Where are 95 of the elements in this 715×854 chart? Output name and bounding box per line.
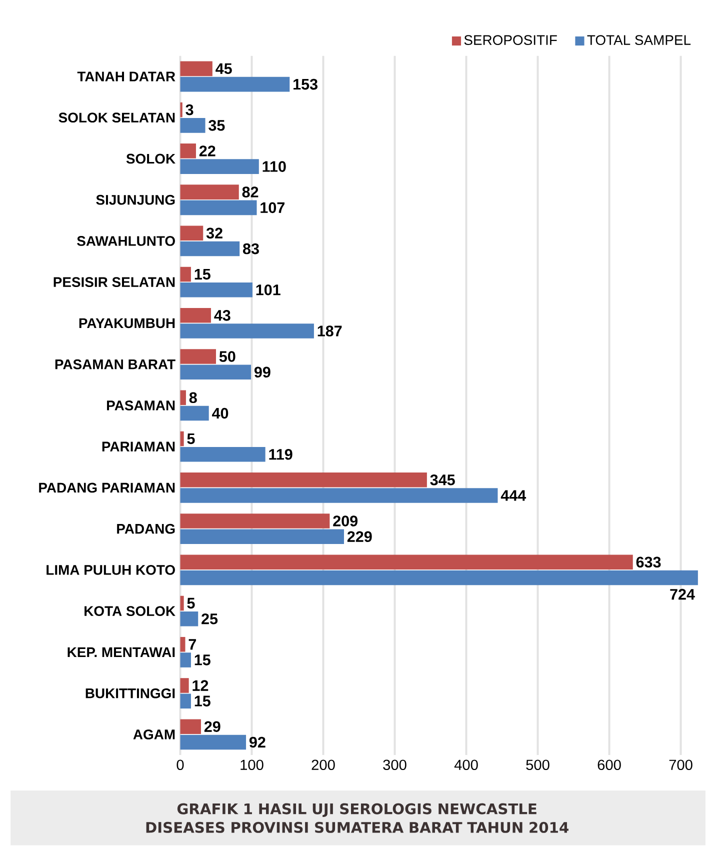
y-tick-label: SOLOK SELATAN: [58, 112, 175, 123]
bar: [180, 282, 252, 298]
legend-label: TOTAL SAMPEL: [587, 35, 691, 45]
y-tick-label: PASAMAN BARAT: [55, 359, 176, 370]
y-tick-label: KEP. MENTAWAI: [68, 647, 175, 657]
bar: [180, 364, 252, 380]
data-label: 5: [187, 598, 195, 609]
data-label: 5: [187, 433, 195, 444]
data-label: 110: [262, 161, 286, 172]
bar: [180, 390, 186, 406]
bar: [180, 719, 202, 734]
bar: [180, 694, 191, 709]
bar: [180, 554, 633, 570]
data-label: 187: [318, 326, 342, 336]
data-label: 229: [347, 531, 372, 542]
data-label: 25: [202, 613, 218, 624]
y-tick-label: SOLOK: [126, 154, 176, 164]
y-tick-label: PARIAMAN: [102, 442, 175, 452]
x-tick-label: 500: [526, 760, 550, 770]
data-label: 83: [243, 243, 259, 254]
y-tick-label: SIJUNJUNG: [96, 194, 175, 205]
x-tick-label: 100: [240, 760, 264, 770]
data-label: 15: [194, 268, 210, 280]
data-label: 345: [430, 474, 455, 486]
data-label: 40: [212, 408, 228, 419]
data-label: 153: [294, 78, 318, 90]
data-label: 209: [333, 516, 358, 526]
bar: [180, 266, 191, 282]
data-label: 35: [208, 120, 225, 131]
data-label: 12: [192, 680, 208, 691]
data-label: 45: [216, 63, 232, 74]
y-tick-label: LIMA PULUH KOTO: [46, 565, 175, 575]
bar: [180, 184, 239, 200]
x-tick-label: 400: [454, 760, 478, 770]
bar: [180, 570, 698, 586]
bar: [180, 118, 206, 133]
bar: [180, 514, 330, 528]
bar: [180, 636, 186, 652]
x-tick-label: 300: [383, 760, 406, 770]
data-label: 101: [256, 284, 280, 296]
data-label: 99: [254, 366, 270, 378]
bar: [180, 529, 344, 544]
data-label: 29: [204, 721, 220, 732]
bar: [180, 446, 266, 462]
bar: [180, 488, 498, 503]
bar: [180, 159, 259, 174]
bar: [180, 734, 246, 750]
y-tick-label: PAYAKUMBUH: [79, 318, 175, 328]
bar: [180, 611, 198, 626]
data-label: 444: [500, 490, 526, 501]
x-tick-label: 200: [312, 760, 335, 770]
bar: [180, 226, 204, 241]
bar: [180, 472, 427, 488]
bar: [180, 144, 196, 158]
bar: [180, 308, 212, 323]
y-tick-label: KOTA SOLOK: [84, 606, 176, 616]
data-label: 22: [199, 146, 216, 156]
y-tick-label: PADANG PARIAMAN: [39, 482, 175, 493]
bar: [180, 349, 216, 364]
text: GRAFIK 1 HASIL UJI SEROLOGIS NEWCASTLE DISEASES PROVINSI SUMATERA BARAT TAHUN 2014: [146, 803, 569, 833]
data-label: 3: [186, 104, 194, 116]
bar: [180, 200, 257, 216]
legend-label: SEROPOSITIF: [464, 35, 557, 45]
x-tick-label: 600: [598, 760, 621, 770]
data-label: 107: [260, 202, 284, 214]
data-label: 50: [219, 351, 236, 362]
data-label: 724: [670, 588, 695, 600]
bar: [180, 652, 191, 668]
y-tick-label: TANAH DATAR: [77, 72, 176, 82]
data-label: 633: [636, 556, 661, 568]
data-label: 15: [194, 696, 210, 706]
data-label: 82: [242, 186, 258, 198]
bar: [180, 431, 184, 446]
bar: [180, 241, 240, 256]
y-tick-label: PASAMAN: [107, 400, 175, 410]
x-tick-label: 700: [669, 760, 692, 770]
bar: [180, 61, 212, 76]
data-label: 92: [250, 736, 266, 748]
y-tick-label: PADANG: [117, 524, 175, 534]
y-tick-label: PESISIR SELATAN: [54, 277, 175, 288]
bar: [180, 406, 209, 421]
data-label: 119: [269, 448, 292, 460]
data-label: 15: [194, 654, 210, 666]
data-label: 7: [188, 639, 196, 650]
x-tick-label: 0: [176, 760, 184, 770]
data-label: 32: [206, 228, 222, 239]
y-tick-label: BUKITTINGGI: [86, 688, 175, 698]
y-tick-label: SAWAHLUNTO: [77, 236, 175, 246]
bar: [180, 324, 314, 338]
bar: [180, 596, 184, 611]
data-label: 8: [189, 392, 197, 404]
bar: [180, 76, 290, 92]
bar: [180, 678, 189, 693]
data-label: 43: [214, 310, 230, 321]
y-tick-label: AGAM: [133, 730, 175, 740]
